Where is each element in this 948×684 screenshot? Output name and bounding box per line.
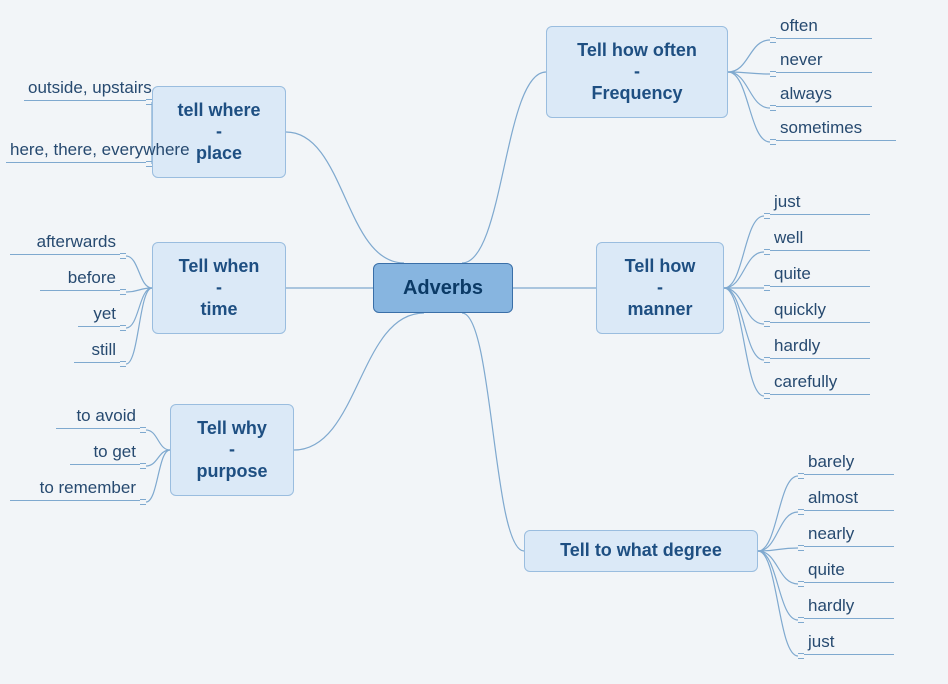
leaf-tick-degree-4 — [798, 617, 804, 623]
leaf-manner-1: well — [770, 228, 870, 251]
leaf-frequency-3: sometimes — [776, 118, 896, 141]
branch-manner: Tell how - manner — [596, 242, 724, 334]
leaf-frequency-1: never — [776, 50, 872, 73]
leaf-place-0: outside, upstairs — [24, 78, 146, 101]
leaf-tick-purpose-1 — [140, 463, 146, 469]
branch-time-l3: time — [200, 299, 237, 321]
leaf-tick-time-1 — [120, 289, 126, 295]
leaf-tick-time-2 — [120, 325, 126, 331]
leaf-purpose-2: to remember — [10, 478, 140, 501]
leaf-time-0: afterwards — [10, 232, 120, 255]
leaf-degree-2: nearly — [804, 524, 894, 547]
leaf-time-1: before — [40, 268, 120, 291]
leaf-tick-degree-5 — [798, 653, 804, 659]
branch-purpose-l3: purpose — [196, 461, 267, 483]
branch-degree-l1: Tell to what degree — [560, 540, 722, 562]
leaf-tick-manner-4 — [764, 357, 770, 363]
branch-manner-l1: Tell how — [625, 256, 696, 278]
leaf-tick-purpose-0 — [140, 427, 146, 433]
branch-frequency: Tell how often - Frequency — [546, 26, 728, 118]
leaf-time-3: still — [74, 340, 120, 363]
branch-place-l1: tell where — [177, 100, 260, 122]
branch-degree: Tell to what degree — [524, 530, 758, 572]
leaf-tick-manner-1 — [764, 249, 770, 255]
leaf-purpose-0: to avoid — [56, 406, 140, 429]
leaf-tick-purpose-2 — [140, 499, 146, 505]
leaf-tick-degree-1 — [798, 509, 804, 515]
leaf-tick-manner-2 — [764, 285, 770, 291]
leaf-tick-place-0 — [146, 99, 152, 105]
leaf-degree-5: just — [804, 632, 894, 655]
branch-purpose: Tell why - purpose — [170, 404, 294, 496]
leaf-degree-3: quite — [804, 560, 894, 583]
branch-place: tell where - place — [152, 86, 286, 178]
branch-time-l1: Tell when — [179, 256, 260, 278]
leaf-tick-time-3 — [120, 361, 126, 367]
leaf-tick-degree-2 — [798, 545, 804, 551]
leaf-tick-frequency-0 — [770, 37, 776, 43]
leaf-frequency-0: often — [776, 16, 872, 39]
mindmap-stage: Adverbs tell where - place Tell when - t… — [0, 0, 948, 684]
leaf-manner-2: quite — [770, 264, 870, 287]
leaf-degree-0: barely — [804, 452, 894, 475]
branch-manner-l2: - — [657, 277, 663, 299]
leaf-tick-place-1 — [146, 161, 152, 167]
leaf-time-2: yet — [78, 304, 120, 327]
leaf-tick-manner-0 — [764, 213, 770, 219]
leaf-tick-manner-5 — [764, 393, 770, 399]
leaf-tick-frequency-2 — [770, 105, 776, 111]
leaf-tick-frequency-1 — [770, 71, 776, 77]
branch-purpose-l1: Tell why — [197, 418, 267, 440]
branch-manner-l3: manner — [627, 299, 692, 321]
leaf-manner-4: hardly — [770, 336, 870, 359]
leaf-place-1: here, there, everywhere — [6, 140, 146, 163]
center-node: Adverbs — [373, 263, 513, 313]
leaf-tick-time-0 — [120, 253, 126, 259]
leaf-manner-5: carefully — [770, 372, 870, 395]
branch-time-l2: - — [216, 277, 222, 299]
branch-time: Tell when - time — [152, 242, 286, 334]
branch-place-l3: place — [196, 143, 242, 165]
leaf-tick-degree-3 — [798, 581, 804, 587]
branch-frequency-l1: Tell how often — [577, 40, 697, 62]
leaf-degree-1: almost — [804, 488, 894, 511]
branch-purpose-l2: - — [229, 439, 235, 461]
leaf-tick-frequency-3 — [770, 139, 776, 145]
leaf-manner-0: just — [770, 192, 870, 215]
branch-frequency-l2: - — [634, 61, 640, 83]
leaf-purpose-1: to get — [70, 442, 140, 465]
leaf-tick-manner-3 — [764, 321, 770, 327]
leaf-tick-degree-0 — [798, 473, 804, 479]
branch-frequency-l3: Frequency — [591, 83, 682, 105]
leaf-manner-3: quickly — [770, 300, 870, 323]
branch-place-l2: - — [216, 121, 222, 143]
leaf-degree-4: hardly — [804, 596, 894, 619]
leaf-frequency-2: always — [776, 84, 872, 107]
